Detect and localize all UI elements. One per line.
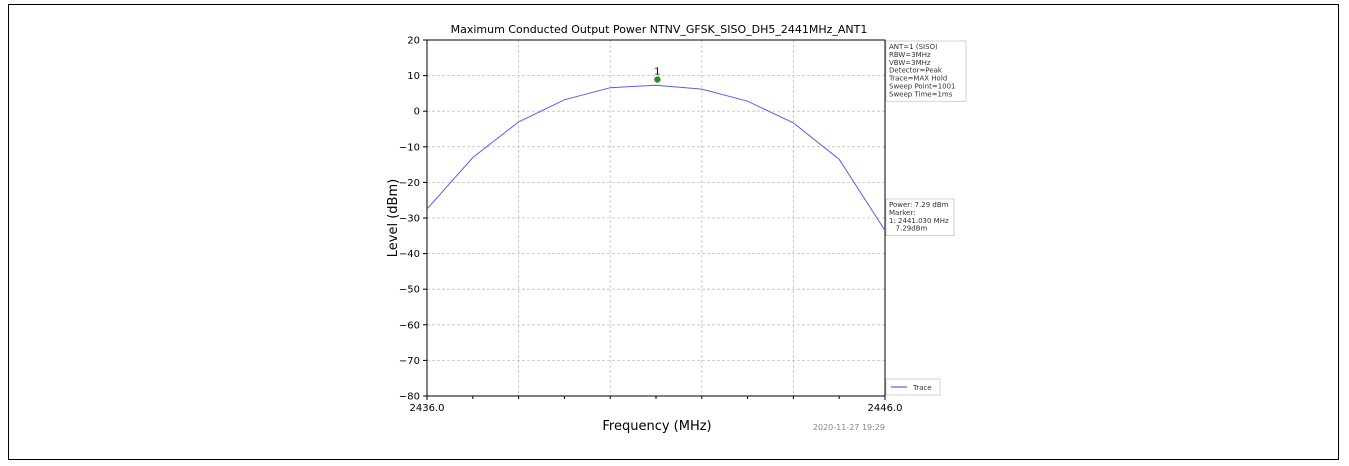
box-line: 1: 2441.030 MHz bbox=[889, 217, 949, 225]
x-tick-label: 2446.0 bbox=[868, 403, 903, 414]
box-line: Sweep Time=1ms bbox=[889, 90, 953, 98]
box-line: Detector=Peak bbox=[889, 67, 943, 75]
y-tick-label: −50 bbox=[399, 285, 420, 296]
y-tick-label: −10 bbox=[399, 142, 420, 153]
y-tick-label: 20 bbox=[407, 36, 420, 47]
y-tick-label: −20 bbox=[399, 178, 420, 189]
legend-frame bbox=[885, 378, 941, 396]
y-tick-label: 0 bbox=[414, 107, 420, 118]
chart-frame: Maximum Conducted Output Power NTNV_GFSK… bbox=[8, 4, 1339, 460]
box-line: Sweep Point=1001 bbox=[889, 83, 956, 91]
box-line: VBW=3MHz bbox=[889, 59, 931, 67]
y-tick-label: −70 bbox=[399, 356, 420, 367]
box-line: Marker: bbox=[889, 209, 915, 217]
chart-svg: Maximum Conducted Output Power NTNV_GFSK… bbox=[386, 23, 967, 434]
timestamp: 2020-11-27 19:29 bbox=[813, 423, 885, 432]
y-tick-label: −80 bbox=[399, 392, 420, 403]
chart-title: Maximum Conducted Output Power NTNV_GFSK… bbox=[451, 23, 868, 36]
box-frame bbox=[885, 40, 967, 102]
series-layer bbox=[426, 84, 886, 231]
box-line: RBW=3MHz bbox=[889, 51, 931, 59]
box-line: ANT=1 (SISO) bbox=[889, 43, 938, 51]
marker-point bbox=[654, 76, 661, 83]
series-line bbox=[426, 84, 886, 231]
legend: Trace bbox=[885, 378, 941, 396]
x-axis-label: Frequency (MHz) bbox=[602, 419, 711, 434]
y-tick-label: −30 bbox=[399, 214, 420, 225]
y-tick-label: −60 bbox=[399, 320, 420, 331]
x-axis-ticks: 2436.0 2446.0 bbox=[410, 396, 903, 414]
x-tick-label: 2436.0 bbox=[410, 403, 445, 414]
y-axis-ticks: 20 10 0 −10 −20 −30 −40 −50 −60 −70 −80 bbox=[399, 36, 427, 403]
y-axis-label: Level (dBm) bbox=[386, 179, 401, 257]
marker-layer: 1 bbox=[654, 67, 661, 83]
grid bbox=[427, 40, 885, 396]
settings-box: ANT=1 (SISO)RBW=3MHzVBW=3MHzDetector=Pea… bbox=[885, 40, 967, 102]
box-line: Trace=MAX Hold bbox=[888, 75, 947, 83]
box-line: Power: 7.29 dBm bbox=[889, 201, 949, 209]
plot-area bbox=[426, 39, 886, 397]
box-line: 7.29dBm bbox=[889, 225, 928, 233]
y-tick-label: −40 bbox=[399, 249, 420, 260]
legend-label: Trace bbox=[912, 384, 932, 392]
y-tick-label: 10 bbox=[407, 71, 420, 82]
marker-label: 1 bbox=[654, 67, 660, 78]
box-frame bbox=[885, 198, 955, 236]
